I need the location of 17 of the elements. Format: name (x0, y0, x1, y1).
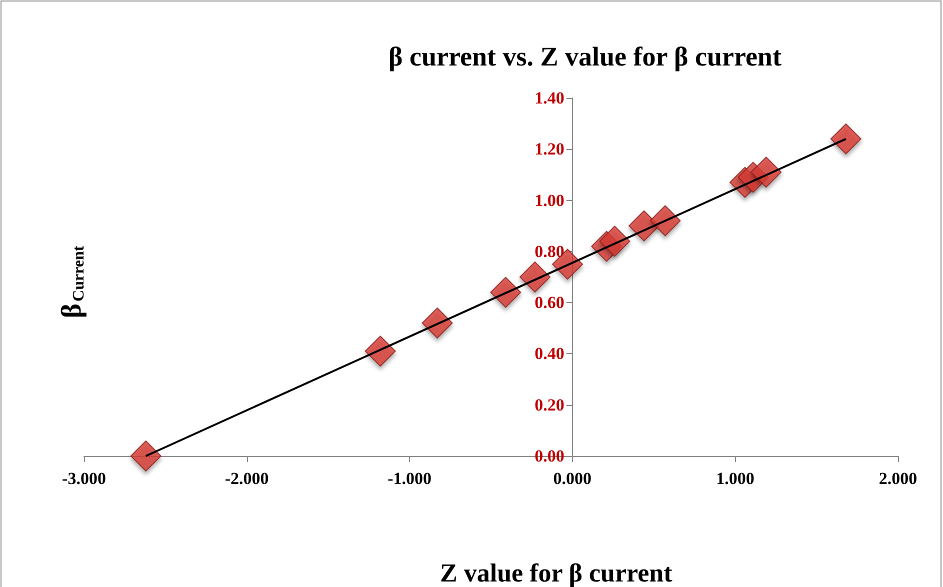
x-tick-label: -2.000 (224, 469, 269, 488)
x-tick-label: 2.000 (878, 469, 918, 488)
x-tick-label: 1.000 (716, 469, 754, 488)
x-tick-label: 0.000 (553, 469, 592, 488)
x-tick-label: -1.000 (388, 469, 432, 488)
x-axis-title: Z value for β current (440, 558, 673, 587)
y-tick-label: 0.20 (534, 395, 564, 414)
y-tick-label: 1.00 (534, 190, 564, 210)
y-tick-label: 0.60 (534, 293, 564, 312)
y-tick-label: 1.40 (534, 88, 564, 108)
x-tick-label: -3.000 (62, 469, 106, 488)
y-axis-title: βCurrent (56, 245, 88, 318)
chart-title: β current vs. Z value for β current (388, 42, 782, 72)
y-tick-label: 0.00 (534, 446, 564, 466)
y-tick-label: 0.80 (534, 242, 564, 261)
y-tick-label: 1.20 (534, 140, 564, 159)
y-tick-label: 0.40 (534, 344, 564, 364)
